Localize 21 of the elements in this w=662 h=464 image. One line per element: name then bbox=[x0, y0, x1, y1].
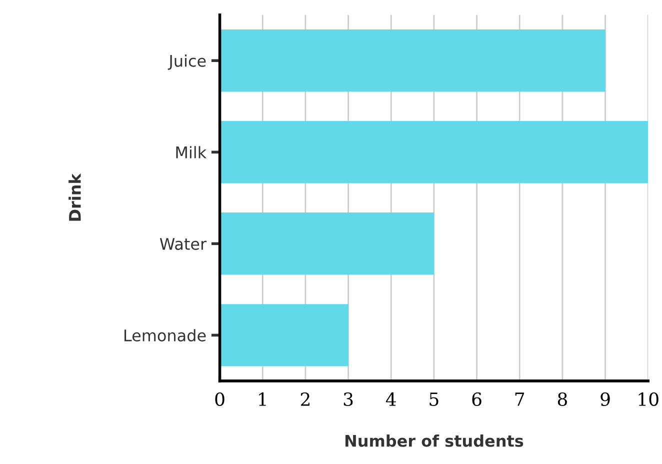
x-tick-label: 7 bbox=[515, 392, 524, 406]
x-tick-label: 3 bbox=[344, 392, 353, 406]
x-tick-label: 9 bbox=[600, 392, 610, 406]
y-axis-title: Drink bbox=[68, 173, 81, 221]
y-tick-label: Lemonade bbox=[124, 329, 206, 342]
x-tick-label: 10 bbox=[638, 392, 658, 406]
y-tick-label: Juice bbox=[168, 54, 206, 70]
bar bbox=[220, 212, 434, 275]
bar bbox=[220, 121, 648, 184]
bar bbox=[220, 29, 606, 92]
x-tick-label: 2 bbox=[300, 392, 310, 406]
x-tick-label: 6 bbox=[472, 392, 482, 406]
bar bbox=[220, 304, 348, 366]
x-tick-label: 5 bbox=[430, 392, 438, 406]
x-tick-label: 4 bbox=[386, 392, 396, 406]
y-tick-label: Water bbox=[160, 238, 207, 250]
x-axis-title: Number of students bbox=[345, 434, 524, 447]
x-tick-label: 8 bbox=[558, 392, 567, 406]
x-tick-label: 0 bbox=[215, 392, 224, 406]
y-tick-label: Milk bbox=[176, 146, 207, 158]
x-tick-label: 1 bbox=[259, 392, 266, 406]
